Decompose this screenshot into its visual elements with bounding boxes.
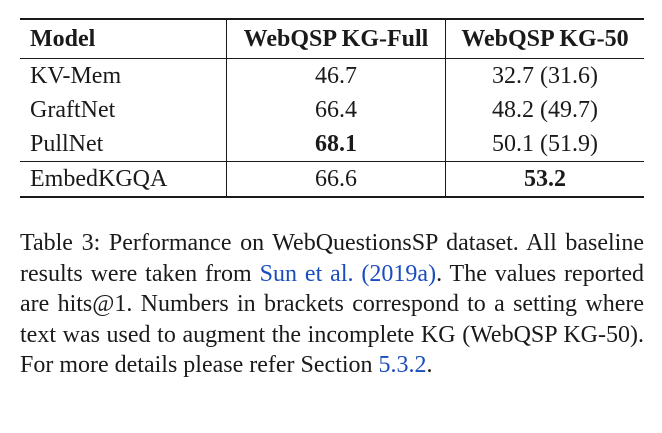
table-row: EmbedKGQA 66.6 53.2 — [20, 161, 644, 197]
header-webqsp-kg-50: WebQSP KG-50 — [461, 26, 629, 52]
table-row: PullNet 68.1 50.1 (51.9) — [20, 127, 644, 162]
model-name: EmbedKGQA — [20, 161, 227, 197]
header-model: Model — [20, 19, 227, 59]
model-name: PullNet — [20, 127, 227, 162]
header-webqsp-kg-full: WebQSP KG-Full — [226, 19, 446, 59]
table-caption: Table 3: Performance on WebQuestionsSP d… — [20, 228, 644, 381]
kg-50-score: 32.7 (31.6) — [492, 63, 598, 89]
caption-text: . The values reported are hits@1. Number… — [20, 260, 644, 379]
caption-text: Table 3: Performance on WebQuestionsSP d… — [20, 230, 644, 287]
caption-text: . — [426, 352, 433, 378]
results-table: Model WebQSP KG-Full WebQSP KG-50 KV-Mem… — [20, 18, 644, 198]
kg-full-score-best: 68.1 — [226, 127, 446, 162]
section-link-5-3-2[interactable]: 5.3.2 — [378, 352, 427, 378]
citation-link-sun-2019a[interactable]: Sun et al. (2019a) — [259, 260, 437, 287]
kg-full-score: 46.7 — [226, 58, 446, 93]
kg-50-score: 50.1 (51.9) — [492, 131, 598, 157]
table-row: KV-Mem 46.7 32.7 (31.6) — [20, 58, 644, 93]
table-header-row: Model WebQSP KG-Full WebQSP KG-50 — [20, 19, 644, 59]
kg-50-score: 48.2 (49.7) — [492, 97, 598, 123]
kg-full-score: 66.4 — [226, 93, 446, 127]
table-row: GraftNet 66.4 48.2 (49.7) — [20, 93, 644, 127]
kg-50-score-best: 53.2 — [524, 166, 566, 192]
kg-full-score: 66.6 — [226, 161, 446, 197]
model-name: KV-Mem — [20, 58, 227, 93]
model-name: GraftNet — [20, 93, 227, 127]
